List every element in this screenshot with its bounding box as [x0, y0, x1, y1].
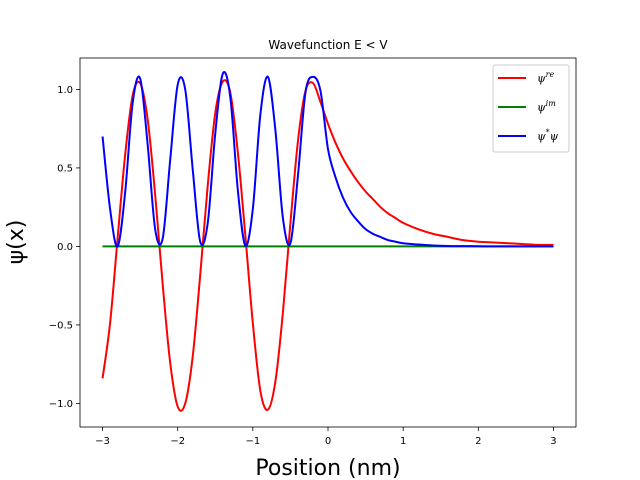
x-tick-label: 0	[325, 436, 331, 447]
legend-entry: ψ*ψ	[537, 128, 559, 143]
y-tick-label: −0.5	[49, 320, 73, 331]
x-tick-label: 1	[400, 436, 406, 447]
chart-title: Wavefunction E < V	[268, 38, 388, 52]
x-axis-label: Position (nm)	[255, 456, 400, 480]
plot-area	[101, 71, 554, 412]
x-tick-label: −1	[245, 436, 260, 447]
legend: ψre ψim ψ*ψ	[492, 64, 570, 153]
y-tick-label: 0.5	[57, 163, 73, 174]
x-tick-label: 2	[475, 436, 481, 447]
legend-box	[492, 64, 570, 153]
legend-entry: ψim	[537, 99, 556, 114]
x-tick-label: −3	[95, 436, 110, 447]
x-tick-label: −2	[170, 436, 185, 447]
series-line-star	[101, 71, 554, 248]
legend-entry: ψre	[537, 70, 554, 85]
y-axis: −1.0 −0.5 0.0 0.5 1.0	[49, 85, 80, 410]
x-axis: −3 −2 −1 0 1 2 3	[95, 427, 557, 447]
series-line-re	[101, 79, 554, 412]
y-tick-label: 1.0	[57, 85, 73, 96]
y-axis-label: ψ(x)	[4, 220, 29, 265]
y-tick-label: −1.0	[49, 399, 73, 410]
y-tick-label: 0.0	[57, 242, 73, 253]
axes-frame	[79, 57, 577, 428]
x-tick-label: 3	[550, 436, 556, 447]
